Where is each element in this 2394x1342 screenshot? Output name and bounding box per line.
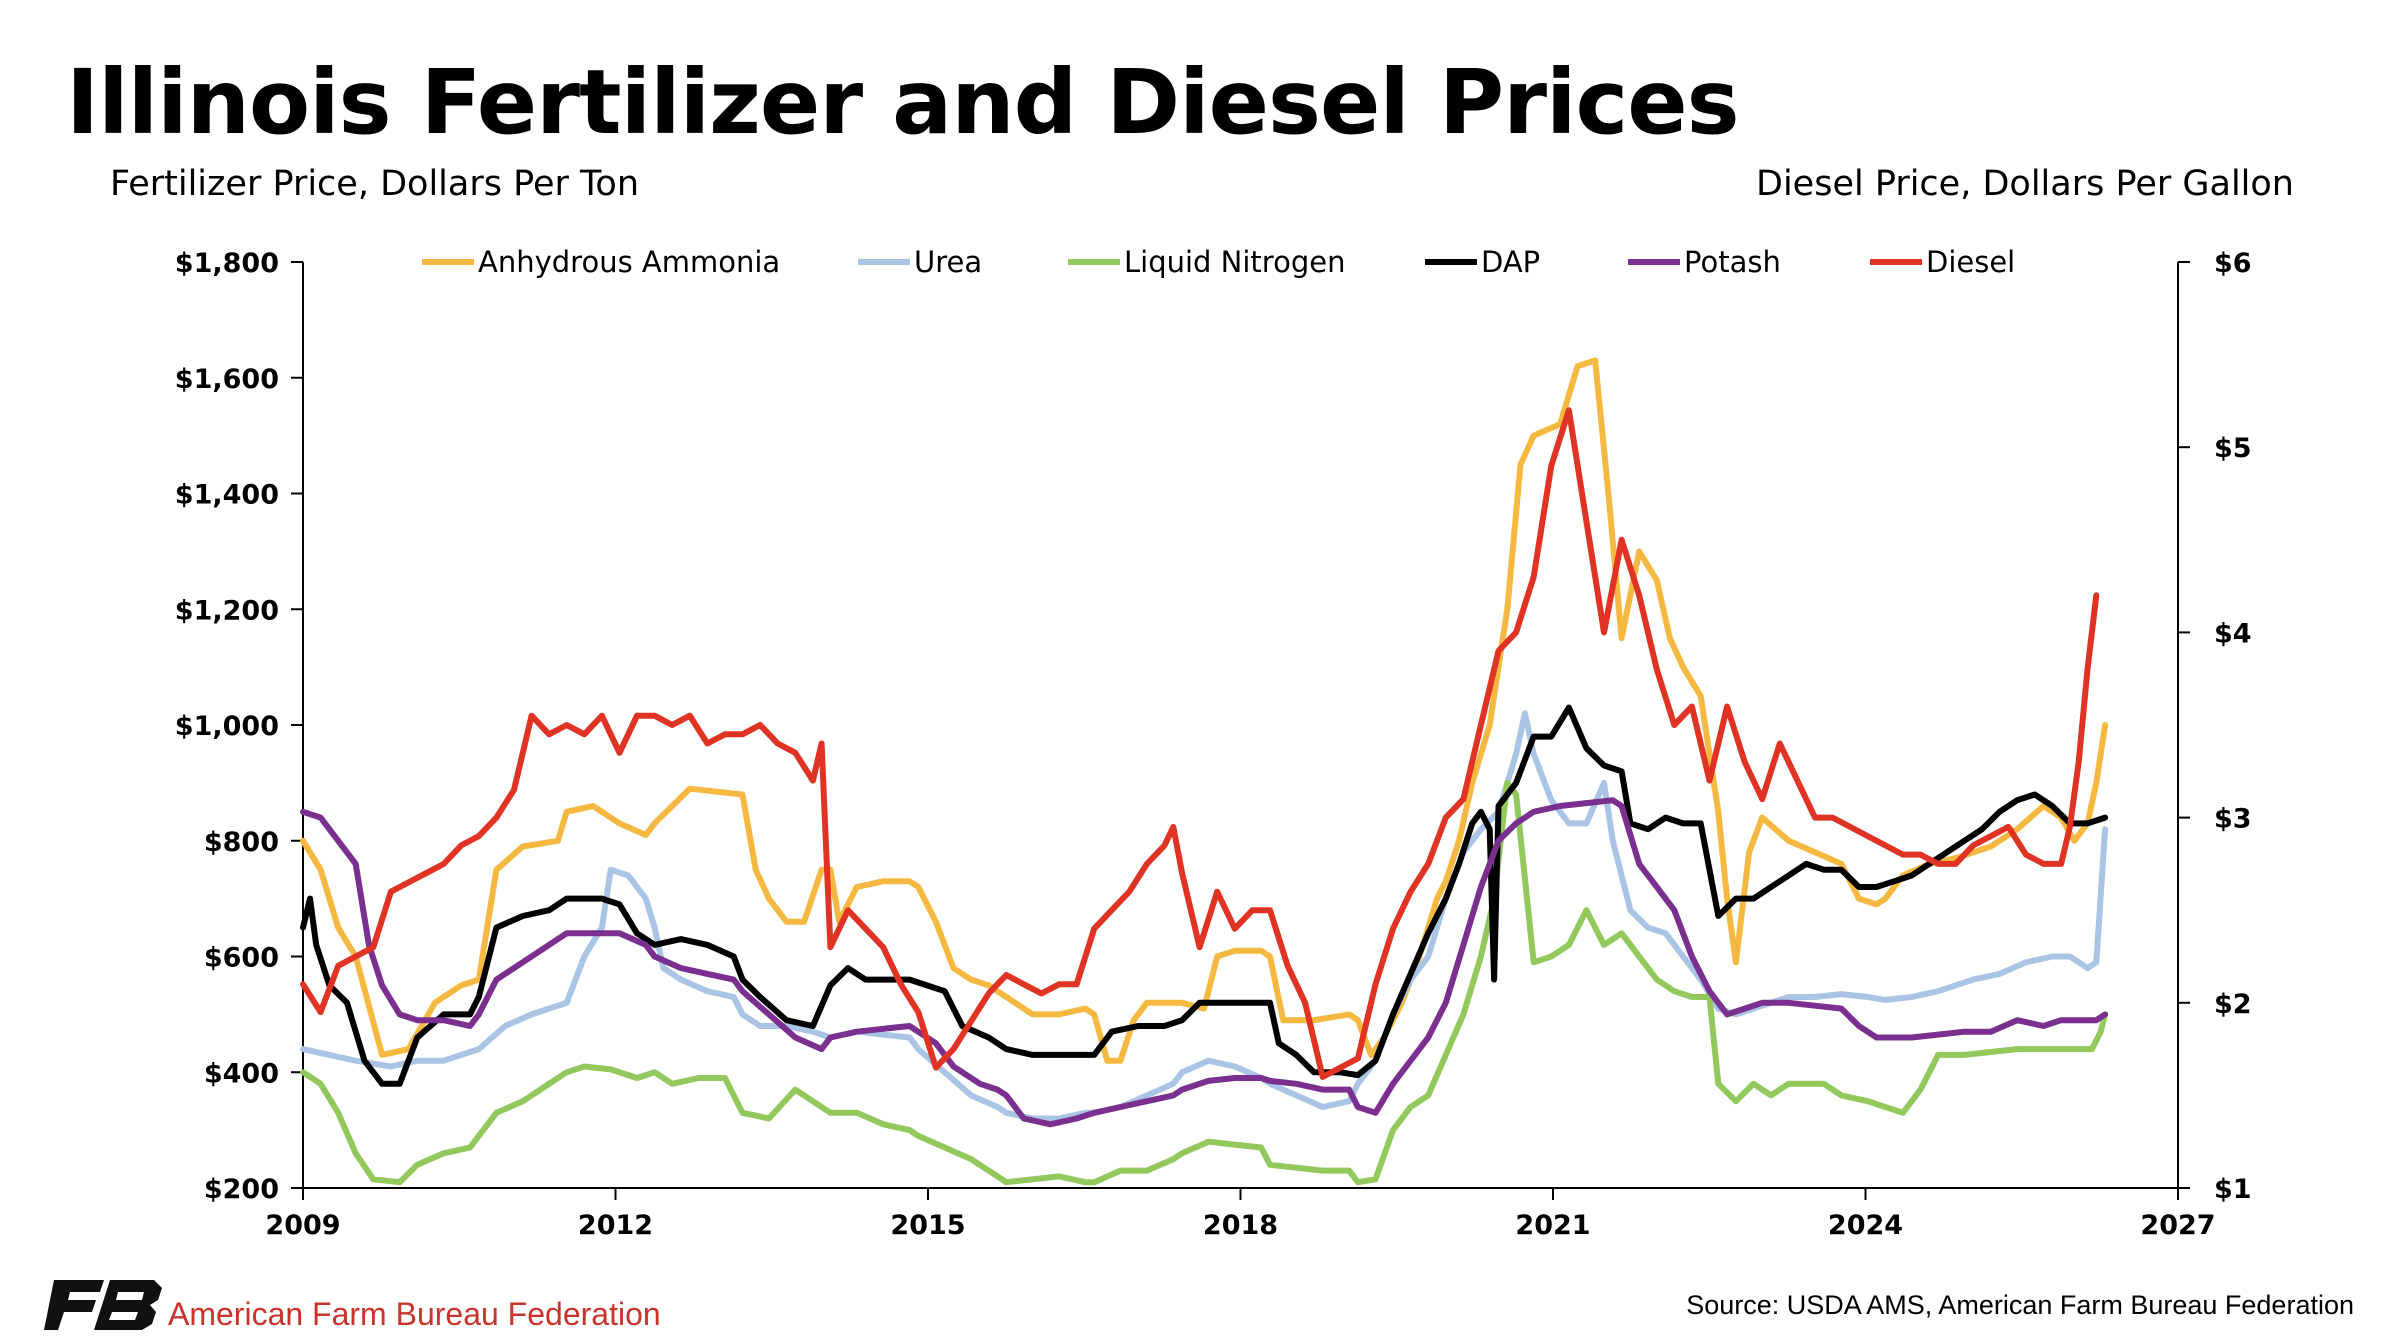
y-tick-label: $600 (204, 943, 279, 974)
series-line-potash (300, 797, 2109, 1128)
legend-label-liquid: Liquid Nitrogen (1124, 245, 1345, 279)
legend-label-urea: Urea (914, 245, 982, 279)
series-line-dap (300, 704, 2109, 1087)
right-axis-label: Diesel Price, Dollars Per Gallon (1756, 164, 2294, 204)
y2-tick-label: $4 (2214, 618, 2252, 649)
y-tick-label: $200 (204, 1174, 279, 1205)
y-tick-label: $400 (204, 1058, 279, 1089)
fb-logo-icon (44, 1280, 162, 1330)
y2-tick-label: $6 (2214, 248, 2252, 279)
y-tick-label: $1,200 (175, 595, 279, 626)
legend-label-anhydrous: Anhydrous Ammonia (478, 245, 780, 279)
x-tick-label: 2024 (1828, 1210, 1903, 1241)
x-tick-label: 2009 (265, 1210, 340, 1241)
y-tick-label: $800 (204, 827, 279, 858)
series-line-anhydrous (300, 357, 2109, 1064)
x-tick-label: 2021 (1515, 1210, 1590, 1241)
y-tick-label: $1,600 (175, 364, 279, 395)
source-note: Source: USDA AMS, American Farm Bureau F… (1686, 1290, 2354, 1320)
series-line-liquid (300, 779, 2109, 1186)
y-tick-label: $1,800 (175, 248, 279, 279)
legend-label-diesel: Diesel (1926, 245, 2015, 279)
y-tick-label: $1,000 (175, 711, 279, 742)
x-tick-label: 2027 (2140, 1210, 2215, 1241)
x-tick-label: 2012 (578, 1210, 653, 1241)
series-line-diesel (300, 407, 2100, 1080)
y2-tick-label: $2 (2214, 989, 2252, 1020)
left-axis-label: Fertilizer Price, Dollars Per Ton (110, 164, 640, 204)
legend-label-potash: Potash (1684, 245, 1781, 279)
y2-tick-label: $3 (2214, 804, 2252, 835)
series-line-urea (300, 710, 2109, 1122)
legend-label-dap: DAP (1481, 245, 1540, 279)
org-name: American Farm Bureau Federation (168, 1296, 661, 1332)
x-tick-label: 2015 (890, 1210, 965, 1241)
x-tick-label: 2018 (1203, 1210, 1278, 1241)
chart-title: Illinois Fertilizer and Diesel Prices (66, 50, 1740, 154)
y-tick-label: $1,400 (175, 480, 279, 511)
y2-tick-label: $5 (2214, 433, 2252, 464)
y2-tick-label: $1 (2214, 1174, 2252, 1205)
